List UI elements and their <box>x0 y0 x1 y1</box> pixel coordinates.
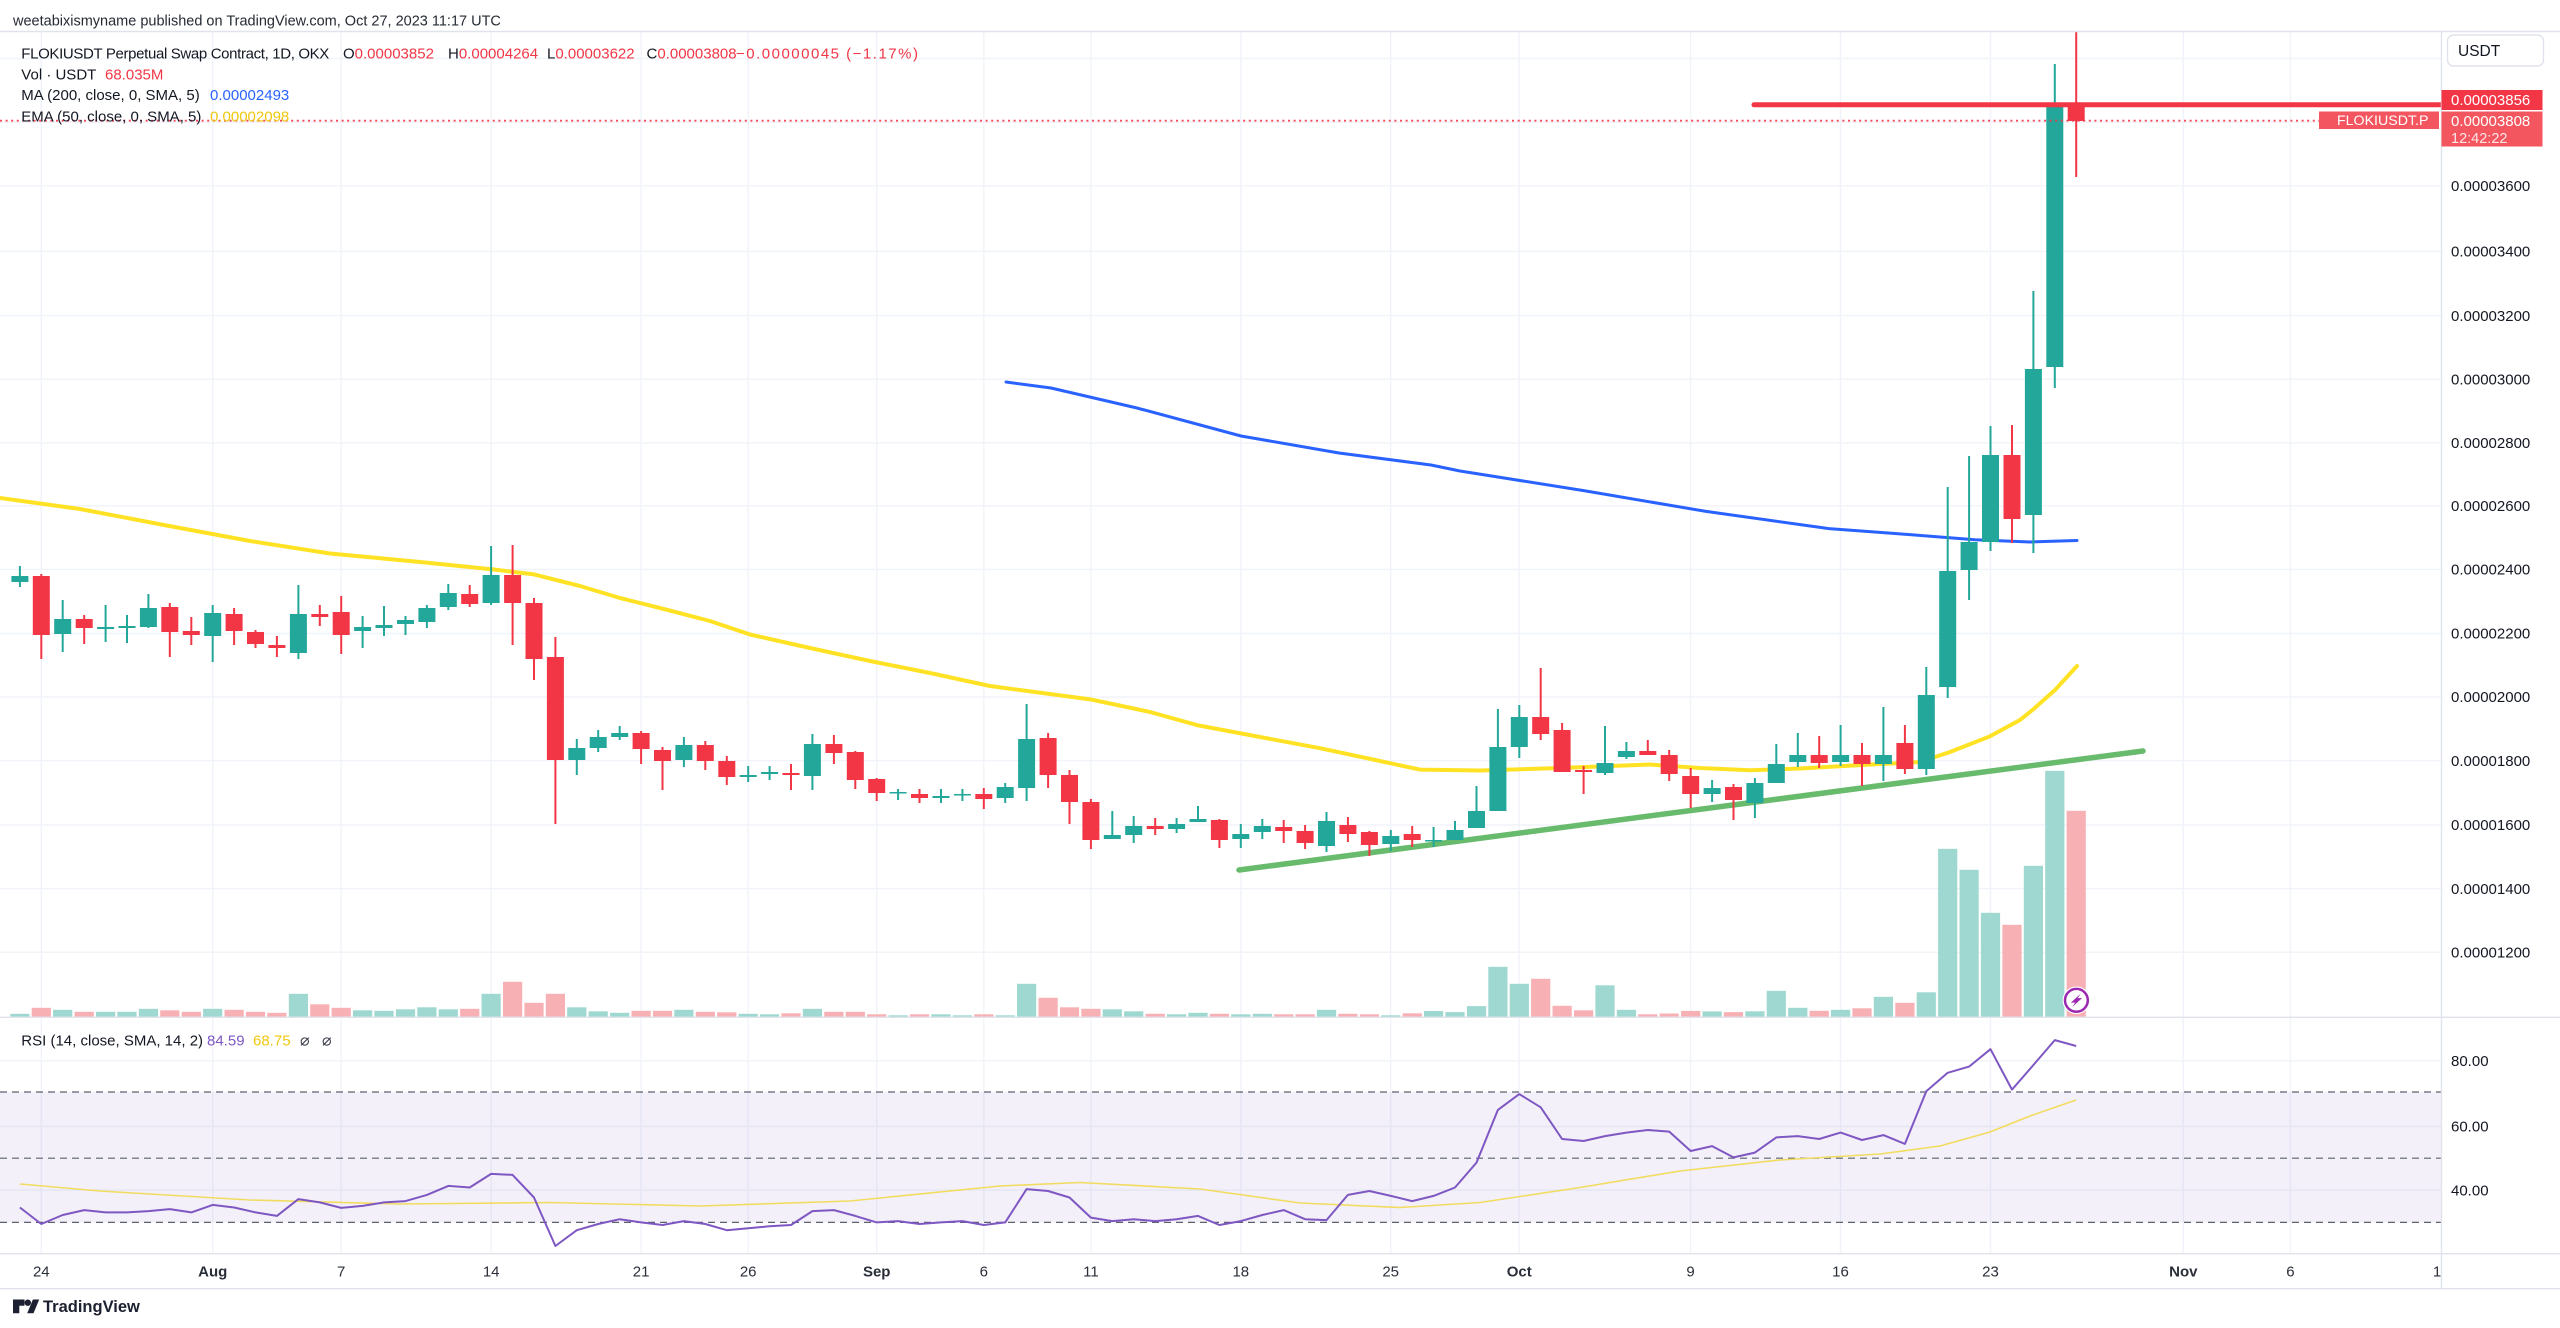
svg-text:80.00: 80.00 <box>2451 1053 2489 1070</box>
svg-text:0.00001400: 0.00001400 <box>2451 881 2530 898</box>
svg-text:RSI (14, close, SMA, 14, 2): RSI (14, close, SMA, 14, 2) <box>21 1033 203 1050</box>
svg-text:0.00003000: 0.00003000 <box>2451 371 2530 388</box>
svg-text:Vol · USDT: Vol · USDT <box>21 66 96 83</box>
svg-text:0.00001800: 0.00001800 <box>2451 753 2530 770</box>
svg-text:6: 6 <box>2286 1264 2294 1281</box>
svg-text:EMA (50, close, 0, SMA, 5): EMA (50, close, 0, SMA, 5) <box>21 108 201 125</box>
svg-text:0.00002400: 0.00002400 <box>2451 562 2530 579</box>
svg-text:11: 11 <box>1083 1264 1099 1281</box>
svg-text:weetabixismyname published on: weetabixismyname published on TradingVie… <box>12 14 501 30</box>
svg-text:0.00003200: 0.00003200 <box>2451 308 2530 325</box>
svg-text:24: 24 <box>33 1264 50 1281</box>
svg-text:84.59: 84.59 <box>207 1033 245 1050</box>
svg-text:0.00003400: 0.00003400 <box>2451 244 2530 261</box>
svg-text:Oct: Oct <box>1507 1264 1532 1281</box>
svg-text:26: 26 <box>740 1264 757 1281</box>
svg-text:0.00002600: 0.00002600 <box>2451 498 2530 515</box>
svg-text:9: 9 <box>1686 1264 1694 1281</box>
svg-text:60.00: 60.00 <box>2451 1119 2489 1136</box>
svg-text:6: 6 <box>980 1264 988 1281</box>
svg-text:0.00001600: 0.00001600 <box>2451 817 2530 834</box>
svg-text:1: 1 <box>2433 1264 2441 1281</box>
svg-text:0.00003856: 0.00003856 <box>2451 92 2530 109</box>
svg-text:FLOKIUSDT.P: FLOKIUSDT.P <box>2337 113 2428 129</box>
svg-text:0.00002000: 0.00002000 <box>2451 689 2530 706</box>
svg-text:0.00003808: 0.00003808 <box>2451 113 2530 130</box>
svg-text:0.00003600: 0.00003600 <box>2451 178 2530 195</box>
svg-text:40.00: 40.00 <box>2451 1182 2489 1199</box>
svg-text:21: 21 <box>633 1264 650 1281</box>
svg-text:14: 14 <box>483 1264 500 1281</box>
svg-text:68.75: 68.75 <box>253 1033 291 1050</box>
svg-text:USDT: USDT <box>2458 43 2501 60</box>
svg-text:12:42:22: 12:42:22 <box>2451 131 2507 147</box>
svg-text:16: 16 <box>1832 1264 1849 1281</box>
svg-text:23: 23 <box>1982 1264 1999 1281</box>
svg-text:MA (200, close, 0, SMA, 5): MA (200, close, 0, SMA, 5) <box>21 87 199 104</box>
svg-text:0.00002800: 0.00002800 <box>2451 435 2530 452</box>
svg-text:0.00002493: 0.00002493 <box>210 87 289 104</box>
svg-text:0.00001200: 0.00001200 <box>2451 944 2530 961</box>
svg-text:7: 7 <box>337 1264 345 1281</box>
svg-text:FLOKIUSDT Perpetual Swap Contr: FLOKIUSDT Perpetual Swap Contract, 1D, O… <box>21 45 329 62</box>
svg-text:Sep: Sep <box>863 1264 891 1281</box>
svg-text:⌀: ⌀ <box>300 1033 310 1050</box>
svg-text:18: 18 <box>1232 1264 1249 1281</box>
svg-text:68.035M: 68.035M <box>105 66 163 83</box>
svg-text:TradingView: TradingView <box>43 1298 140 1316</box>
svg-text:Nov: Nov <box>2169 1264 2198 1281</box>
svg-text:25: 25 <box>1382 1264 1399 1281</box>
svg-text:⌀: ⌀ <box>322 1033 332 1050</box>
svg-text:Aug: Aug <box>198 1264 227 1281</box>
svg-text:0.00002098: 0.00002098 <box>210 108 289 125</box>
svg-text:0.00002200: 0.00002200 <box>2451 626 2530 643</box>
